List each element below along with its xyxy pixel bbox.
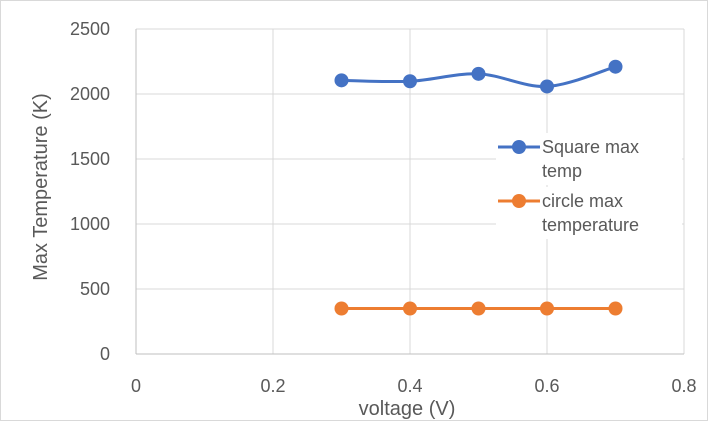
legend: Square max temp circle max temperature	[496, 133, 682, 239]
data-point-square-max-temp	[403, 74, 417, 89]
plot-area	[334, 59, 623, 316]
legend-label-square-max-temp: Square max temp	[542, 137, 639, 181]
y-tick-label: 0	[100, 344, 110, 364]
x-axis-title: voltage (V)	[359, 398, 456, 420]
data-point-square-max-temp	[471, 66, 486, 81]
legend-label-line: temp	[542, 161, 582, 181]
data-point-circle-max-temperature	[334, 301, 349, 316]
legend-label-line: circle max	[542, 191, 623, 211]
gridlines	[135, 28, 685, 355]
data-point-square-max-temp	[540, 79, 554, 94]
data-point-square-max-temp	[608, 59, 623, 74]
y-tick-label: 1500	[70, 149, 110, 169]
x-tick-label: 0.6	[534, 376, 559, 396]
y-axis-title: Max Temperature (K)	[30, 93, 52, 280]
data-point-square-max-temp	[334, 73, 349, 88]
legend-marker-square-max-temp	[512, 140, 526, 154]
x-tick-label: 0.4	[397, 376, 422, 396]
legend-bg-square-max-temp	[496, 133, 682, 185]
axes	[135, 29, 684, 355]
y-tick-label: 500	[80, 279, 110, 299]
legend-bg-circle-max-temperature	[496, 187, 682, 239]
x-tick-label: 0.2	[260, 376, 285, 396]
legend-marker-circle-max-temperature	[512, 194, 526, 208]
data-point-circle-max-temperature	[403, 301, 417, 316]
legend-label-line: Square max	[542, 137, 639, 157]
y-tick-label: 2500	[70, 19, 110, 39]
legend-label-circle-max-temperature: circle max temperature	[542, 191, 639, 235]
x-tick-label: 0	[131, 376, 141, 396]
legend-label-line: temperature	[542, 215, 639, 235]
data-point-circle-max-temperature	[540, 301, 554, 316]
y-tick-label: 1000	[70, 214, 110, 234]
tick-labels: 0 500 1000 1500 2000 2500 0 0.2 0.4 0.6 0.8	[70, 19, 697, 396]
data-point-circle-max-temperature	[471, 301, 486, 316]
y-tick-label: 2000	[70, 84, 110, 104]
data-point-circle-max-temperature	[608, 301, 623, 316]
x-tick-label: 0.8	[671, 376, 696, 396]
